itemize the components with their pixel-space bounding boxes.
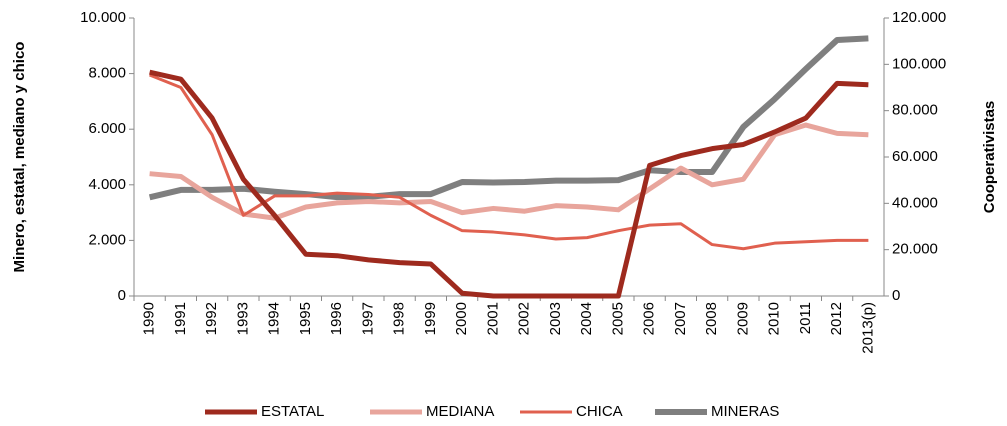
y2-tick-label: 60.000 — [892, 148, 938, 165]
y2-tick-label: 100.000 — [892, 55, 946, 72]
x-tick-label: 1995 — [297, 302, 314, 335]
x-tick-label: 2005 — [609, 302, 626, 335]
x-tick-label: 1996 — [328, 302, 345, 335]
x-tick-label: 2000 — [453, 302, 470, 335]
x-tick-label: 1993 — [234, 302, 251, 335]
y2-tick-label: 20.000 — [892, 241, 938, 258]
x-tick-label: 1992 — [203, 302, 220, 335]
y2-tick-label: 120.000 — [892, 9, 946, 26]
y2-tick-label: 0 — [892, 287, 900, 304]
x-tick-label: 2002 — [516, 302, 533, 335]
y-tick-label: 4.000 — [88, 176, 126, 193]
legend-label: MINERAS — [711, 403, 779, 420]
y-tick-label: 10.000 — [80, 9, 126, 26]
x-tick-label: 1990 — [141, 302, 158, 335]
y-tick-label: 8.000 — [88, 65, 126, 82]
line-series — [149, 69, 869, 299]
x-tick-label: 1994 — [266, 302, 283, 335]
legend-label: ESTATAL — [261, 403, 324, 420]
y2-tick-label: 40.000 — [892, 194, 938, 211]
x-tick-label: 2013(p) — [859, 302, 876, 354]
y-axis-label: Minero, estatal, mediano y chico — [11, 42, 28, 273]
x-tick-label: 1997 — [359, 302, 376, 335]
y-tick-label: 2.000 — [88, 231, 126, 248]
x-tick-label: 2008 — [703, 302, 720, 335]
x-tick-label: 2006 — [641, 302, 658, 335]
y-tick-label: 6.000 — [88, 120, 126, 137]
x-tick-label: 1999 — [422, 302, 439, 335]
x-tick-label: 2011 — [797, 302, 814, 334]
y2-tick-label: 80.000 — [892, 102, 938, 119]
x-tick-label: 2010 — [766, 302, 783, 335]
x-tick-label: 2004 — [578, 302, 595, 335]
line-series — [149, 122, 869, 221]
line-series — [148, 35, 869, 201]
legend-label: MEDIANA — [426, 403, 494, 420]
x-tick-label: 2001 — [484, 302, 501, 335]
line-series — [149, 73, 869, 251]
x-tick-label: 1998 — [391, 302, 408, 335]
legend-label: CHICA — [576, 403, 623, 420]
x-tick-label: 2012 — [828, 302, 845, 335]
x-tick-label: 2003 — [547, 302, 564, 335]
x-tick-label: 1991 — [172, 302, 189, 335]
y2-axis-label: Cooperativistas — [981, 101, 998, 214]
x-tick-label: 2009 — [734, 302, 751, 335]
y-tick-label: 0 — [118, 287, 126, 304]
x-tick-label: 2007 — [672, 302, 689, 335]
